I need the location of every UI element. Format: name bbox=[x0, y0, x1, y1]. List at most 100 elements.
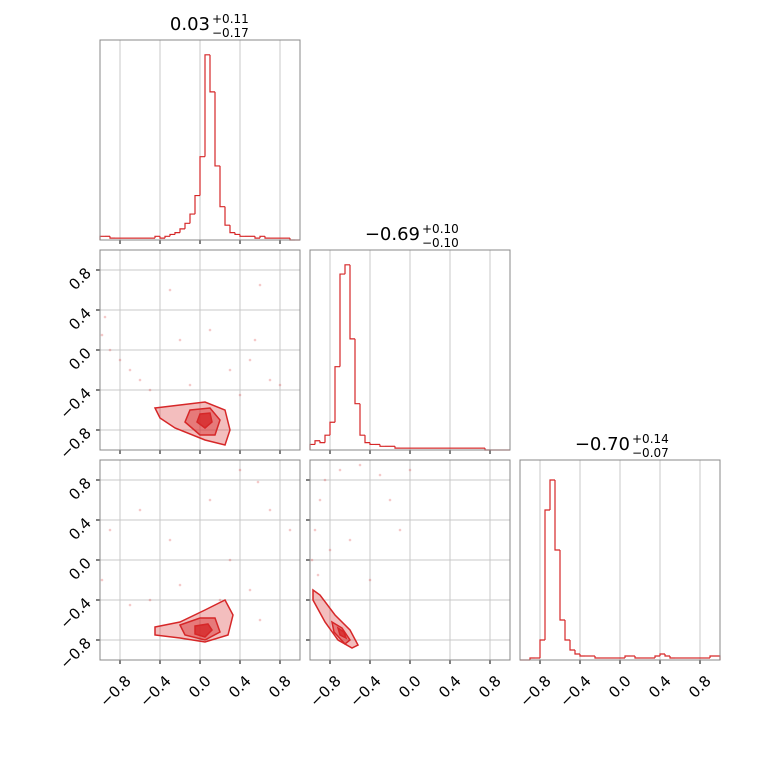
x-tick-label: 0.0 bbox=[605, 672, 635, 702]
sample-point bbox=[168, 288, 172, 292]
histogram-bin bbox=[329, 421, 335, 436]
histogram-bin bbox=[334, 366, 340, 423]
histogram-bin bbox=[264, 236, 270, 239]
title-upper: +0.10 bbox=[422, 222, 459, 236]
histogram-bin bbox=[159, 236, 165, 239]
panel: −0.8−0.4 0.0 0.4 0.8 bbox=[56, 249, 301, 463]
histogram-bin bbox=[559, 550, 565, 621]
sample-point bbox=[188, 383, 192, 387]
x-tick-label: 0.4 bbox=[645, 672, 675, 702]
sample-point bbox=[338, 468, 342, 472]
histogram-bin bbox=[169, 233, 175, 237]
histogram-bin bbox=[364, 435, 370, 444]
sample-point bbox=[100, 578, 104, 582]
x-tick-label: 0.0 bbox=[185, 672, 215, 702]
histogram-bin bbox=[669, 656, 675, 659]
sample-point bbox=[103, 315, 107, 319]
y-tick-label: −0.8 bbox=[56, 424, 94, 462]
histogram-bin bbox=[379, 444, 385, 447]
histogram-bin bbox=[184, 222, 190, 229]
histogram-bin bbox=[309, 443, 315, 450]
histogram-bin bbox=[199, 156, 205, 196]
panel-frame bbox=[309, 459, 511, 661]
histogram-bin bbox=[564, 620, 570, 641]
sample-point bbox=[248, 358, 252, 362]
histogram-bin bbox=[314, 440, 320, 445]
sample-point bbox=[258, 618, 262, 622]
sample-point bbox=[378, 473, 382, 477]
panel-title: −0.70 bbox=[575, 434, 630, 455]
sample-point bbox=[208, 328, 212, 332]
histogram-bin bbox=[574, 650, 580, 655]
sample-point bbox=[128, 368, 132, 372]
sample-point bbox=[408, 468, 412, 472]
sample-point bbox=[238, 468, 242, 472]
sample-point bbox=[128, 603, 132, 607]
histogram-bin bbox=[579, 654, 585, 657]
sample-point bbox=[138, 508, 142, 512]
plot-area bbox=[100, 283, 282, 446]
plot-area bbox=[310, 463, 412, 649]
sample-point bbox=[368, 578, 372, 582]
contour bbox=[194, 623, 213, 638]
histogram-bin bbox=[715, 655, 721, 660]
histogram-bin bbox=[394, 446, 400, 449]
histogram-bin bbox=[189, 213, 195, 224]
histogram-bin bbox=[204, 54, 210, 157]
x-tick-label: −0.8 bbox=[516, 672, 554, 710]
contour bbox=[154, 599, 234, 643]
histogram-bin bbox=[659, 653, 665, 656]
histogram-bin bbox=[544, 509, 550, 640]
x-tick-label: −0.4 bbox=[556, 672, 594, 710]
panel-title: −0.69 bbox=[365, 224, 420, 245]
y-tick-label: 0.0 bbox=[65, 344, 95, 374]
histogram-bin bbox=[164, 235, 170, 239]
sample-point bbox=[398, 528, 402, 532]
panel-frame bbox=[99, 459, 301, 661]
sample-point bbox=[138, 378, 142, 382]
sample-point bbox=[288, 528, 292, 532]
histogram-bin bbox=[209, 54, 215, 93]
histogram-bin bbox=[219, 165, 225, 208]
sample-point bbox=[148, 388, 152, 392]
sample-point bbox=[100, 333, 104, 337]
panel: 0.03 +0.11−0.17 bbox=[99, 12, 301, 244]
sample-point bbox=[208, 498, 212, 502]
sample-point bbox=[108, 528, 112, 532]
sample-point bbox=[228, 558, 232, 562]
histogram-bin bbox=[324, 434, 330, 443]
histogram-bin bbox=[664, 654, 670, 657]
panel: −0.8 −0.4 0.0 0.4 0.8−0.8−0.40.00.40.8 bbox=[56, 459, 301, 711]
panel-frame bbox=[99, 39, 301, 241]
sample-point bbox=[256, 480, 260, 484]
sample-point bbox=[253, 338, 257, 342]
histogram-bin bbox=[349, 264, 355, 340]
histogram-bin bbox=[529, 657, 535, 660]
histogram-bin bbox=[179, 228, 185, 233]
histogram-bin bbox=[539, 639, 545, 658]
sample-point bbox=[238, 393, 242, 397]
panel-title: 0.03 bbox=[170, 14, 210, 35]
title-upper: +0.11 bbox=[212, 12, 249, 26]
histogram-bin bbox=[239, 234, 245, 237]
histogram-bin bbox=[214, 91, 220, 167]
y-tick-label: 0.0 bbox=[65, 554, 95, 584]
y-tick-label: 0.4 bbox=[65, 304, 95, 334]
y-tick-label: 0.4 bbox=[65, 514, 95, 544]
y-tick-label: 0.8 bbox=[65, 474, 95, 504]
x-tick-label: −0.4 bbox=[136, 672, 174, 710]
sample-point bbox=[268, 378, 272, 382]
x-tick-label: 0.4 bbox=[435, 672, 465, 702]
panel: −0.69 +0.10−0.10 bbox=[309, 222, 511, 454]
sample-point bbox=[218, 598, 222, 602]
histogram-bin bbox=[254, 236, 260, 239]
histogram-bin bbox=[174, 231, 180, 235]
sample-point bbox=[248, 588, 252, 592]
title-lower: −0.10 bbox=[422, 236, 459, 250]
y-tick-label: 0.8 bbox=[65, 264, 95, 294]
sample-point bbox=[148, 598, 152, 602]
y-tick-label: −0.4 bbox=[56, 384, 94, 422]
histogram-bin bbox=[154, 235, 160, 239]
histogram-bin bbox=[549, 479, 555, 510]
contour bbox=[196, 412, 213, 429]
